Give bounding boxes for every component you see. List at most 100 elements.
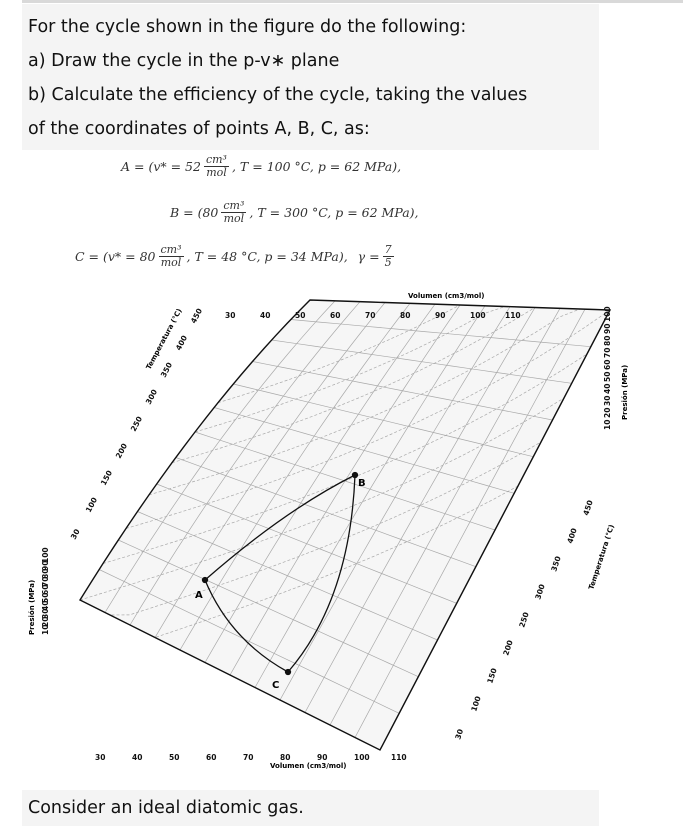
formula-B-unit-den: mol xyxy=(223,212,245,225)
top-volume-tick: 60 xyxy=(330,311,340,320)
top-volume-tick: 100 xyxy=(470,311,486,320)
right-pressure-tick: 60 xyxy=(603,360,612,370)
left-temperature-tick: 200 xyxy=(114,442,129,460)
right-temperature-tick: 450 xyxy=(581,499,594,517)
right-temperature-tick: 350 xyxy=(549,555,562,573)
process-A-B xyxy=(204,474,356,581)
point-B-label: B xyxy=(358,478,366,489)
gamma-num: 7 xyxy=(382,243,394,257)
bottom-volume-tick: 70 xyxy=(243,753,253,762)
bottom-volume-tick: 40 xyxy=(132,753,142,762)
right-pressure-tick: 10 xyxy=(603,420,612,430)
formula-A-unit: cm³ mol xyxy=(203,153,229,179)
formula-C-unit-den: mol xyxy=(160,256,182,269)
right-pressure-tick: 80 xyxy=(603,336,612,346)
left-pressure-tick: 60 xyxy=(41,585,50,595)
right-pressure-tick: 50 xyxy=(603,372,612,382)
right-temperature-tick: 200 xyxy=(501,639,514,657)
cycle-path xyxy=(201,471,359,676)
right-pressure-label: Presión (MPa) xyxy=(621,365,629,420)
gamma-den: 5 xyxy=(384,256,392,269)
formula-A: A = (v* = 52 cm³ mol , T = 100 °C, p = 6… xyxy=(121,154,401,179)
top-volume-label: Volumen (cm3/mol) xyxy=(408,292,484,300)
surface-boundary xyxy=(78,299,612,751)
formula-B: B = (80 cm³ mol , T = 300 °C, p = 62 MPa… xyxy=(170,200,419,225)
left-temperature-tick: 450 xyxy=(189,307,204,325)
right-temperature-tick: 300 xyxy=(533,583,546,601)
bottom-volume-tick: 30 xyxy=(95,753,105,762)
left-pressure-tick: 100 xyxy=(41,547,50,563)
problem-line-4: of the coordinates of points A, B, C, as… xyxy=(28,119,370,139)
formula-B-unit: cm³ mol xyxy=(221,199,247,225)
bottom-volume-label: Volumen (cm3/mol) xyxy=(270,762,346,770)
gamma-label: γ = xyxy=(357,249,380,264)
formula-C: C = (v* = 80 cm³ mol , T = 48 °C, p = 34… xyxy=(75,244,397,269)
point-A-label: A xyxy=(195,590,203,601)
left-pressure-tick: 40 xyxy=(41,601,50,611)
problem-statement: For the cycle shown in the figure do the… xyxy=(22,4,599,150)
process-C-A xyxy=(204,579,289,673)
formula-C-lead: C = (v* = 80 xyxy=(75,249,156,264)
right-pressure-tick: 70 xyxy=(603,348,612,358)
right-temperature-tick: 100 xyxy=(469,695,482,713)
left-pressure-label: Presión (MPa) xyxy=(28,580,36,635)
problem-line-1: For the cycle shown in the figure do the… xyxy=(28,17,467,37)
right-pressure-tick: 100 xyxy=(603,306,612,322)
surface-outline xyxy=(78,299,612,751)
top-volume-tick: 50 xyxy=(295,311,305,320)
right-pressure-tick: 30 xyxy=(603,396,612,406)
coordinate-formulas: A = (v* = 52 cm³ mol , T = 100 °C, p = 6… xyxy=(75,150,545,290)
formula-A-unit-den: mol xyxy=(206,166,227,179)
left-temperature-tick: 400 xyxy=(174,334,189,352)
left-temperature-tick: 150 xyxy=(99,469,114,487)
left-temperature-tick: 300 xyxy=(144,388,159,406)
formula-A-lead: A = (v* = 52 xyxy=(121,159,201,174)
left-pressure-tick: 50 xyxy=(41,593,50,603)
formula-A-rest: , T = 100 °C, p = 62 MPa), xyxy=(231,159,402,174)
right-pressure-tick: 20 xyxy=(603,408,612,418)
state-point-C xyxy=(284,668,292,676)
left-temperature-tick: 350 xyxy=(159,361,174,379)
formula-B-rest: , T = 300 °C, p = 62 MPa), xyxy=(249,205,419,220)
right-temperature-tick: 150 xyxy=(485,667,498,685)
top-volume-tick: 110 xyxy=(505,311,521,320)
top-volume-tick: 80 xyxy=(400,311,410,320)
top-volume-tick: 90 xyxy=(435,311,445,320)
right-temperature-tick: 30 xyxy=(453,728,465,741)
top-volume-tick: 30 xyxy=(225,311,235,320)
left-pressure-tick: 70 xyxy=(41,577,50,587)
bottom-volume-tick: 90 xyxy=(317,753,327,762)
right-pressure-tick: 90 xyxy=(603,324,612,334)
formula-C-unit-num: cm³ xyxy=(158,243,184,257)
top-divider xyxy=(22,0,683,3)
right-temperature-tick: 400 xyxy=(565,527,578,545)
bottom-volume-tick: 80 xyxy=(280,753,290,762)
left-pressure-tick: 90 xyxy=(41,561,50,571)
formula-C-unit: cm³ mol xyxy=(158,243,184,269)
formula-A-unit-num: cm³ xyxy=(203,153,229,167)
point-C-label: C xyxy=(272,680,279,691)
process-B-C xyxy=(287,474,356,673)
top-volume-tick: 40 xyxy=(260,311,270,320)
left-temperature-tick: 30 xyxy=(69,527,82,540)
right-temperature-label: Temperatura (°C) xyxy=(587,524,616,591)
left-pressure-tick: 30 xyxy=(41,609,50,619)
state-point-A xyxy=(201,576,209,584)
bottom-volume-tick: 60 xyxy=(206,753,216,762)
bottom-volume-tick: 100 xyxy=(354,753,370,762)
left-temperature-tick: 250 xyxy=(129,415,144,433)
top-volume-tick: 70 xyxy=(365,311,375,320)
right-temperature-tick: 250 xyxy=(517,611,530,629)
formula-B-unit-num: cm³ xyxy=(221,199,247,213)
formula-B-lead: B = (80 xyxy=(170,205,219,220)
bottom-volume-tick: 50 xyxy=(169,753,179,762)
gamma-fraction: 7 5 xyxy=(382,243,394,269)
problem-line-3: b) Calculate the efficiency of the cycle… xyxy=(28,85,528,105)
left-pressure-tick: 10 xyxy=(41,625,50,635)
pvt-surface-figure: 30 40 50 60 70 80 90 100 110 30 40 50 60 70 80 90 100 110… xyxy=(20,290,640,780)
bottom-volume-tick: 110 xyxy=(391,753,407,762)
left-temperature-tick: 100 xyxy=(84,496,99,514)
left-pressure-tick: 20 xyxy=(41,617,50,627)
footer-note: Consider an ideal diatomic gas. xyxy=(22,790,599,826)
